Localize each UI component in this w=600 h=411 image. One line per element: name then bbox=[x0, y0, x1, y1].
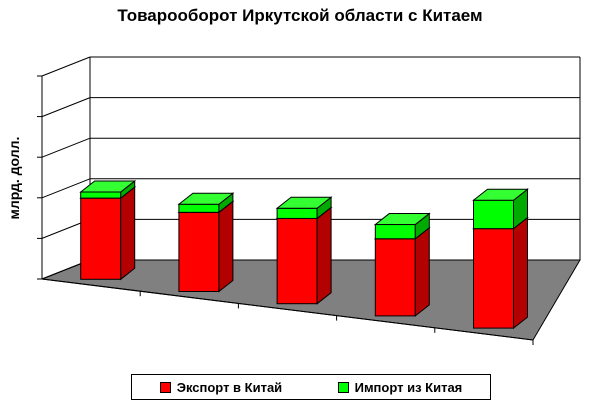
bar-segment-export bbox=[276, 217, 318, 305]
gridline-side bbox=[41, 137, 91, 158]
x-axis-line bbox=[41, 278, 534, 341]
legend: Экспорт в Китай Импорт из Китая bbox=[131, 374, 491, 400]
legend-label-import: Импорт из Китая bbox=[354, 379, 463, 395]
chart-title: Товарооборот Иркутской области с Китаем bbox=[117, 6, 483, 25]
bar-segment-export-side bbox=[513, 216, 528, 330]
bar-segment-export bbox=[473, 228, 514, 329]
legend-swatch-import bbox=[337, 381, 349, 393]
bar-segment-import-top bbox=[177, 192, 235, 205]
legend-label-export: Экспорт в Китай bbox=[176, 379, 283, 395]
legend-swatch-export bbox=[159, 381, 171, 393]
gridline-side bbox=[41, 97, 91, 118]
bar-segment-export bbox=[374, 238, 416, 317]
legend-item-import: Импорт из Китая bbox=[337, 379, 463, 395]
gridline-side bbox=[41, 178, 91, 199]
bar-segment-export bbox=[80, 197, 122, 280]
bar-segment-export-side bbox=[414, 226, 430, 317]
bar-segment-import bbox=[80, 191, 122, 199]
bar-segment-import-top bbox=[79, 180, 137, 193]
bar-segment-export bbox=[178, 211, 220, 292]
bar-segment-export-side bbox=[316, 206, 332, 305]
bar-segment-export-side bbox=[120, 186, 136, 281]
bar-segment-export-side bbox=[218, 200, 234, 293]
bar-segment-import bbox=[473, 199, 514, 230]
chart-bars bbox=[79, 179, 529, 330]
bar-segment-import-top bbox=[275, 196, 333, 209]
gridline-side bbox=[41, 56, 91, 77]
legend-item-export: Экспорт в Китай bbox=[159, 379, 283, 395]
bar-segment-import-top bbox=[373, 213, 431, 226]
bar-segment-import-top bbox=[472, 188, 529, 201]
bar-segment-import bbox=[276, 207, 318, 219]
bar-segment-import bbox=[178, 203, 220, 213]
bar-segment-import bbox=[374, 224, 416, 240]
